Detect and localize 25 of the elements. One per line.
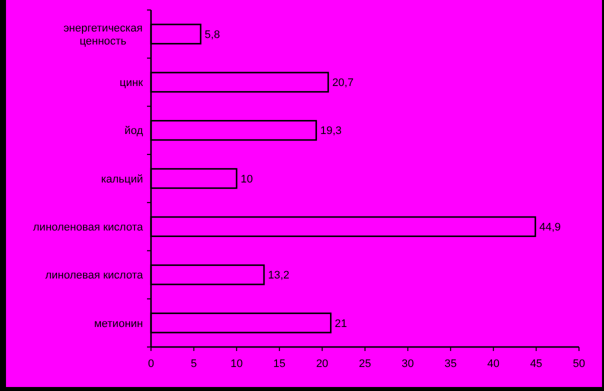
x-tick-label: 20 bbox=[316, 358, 328, 370]
y-tick-label: цинк bbox=[120, 77, 144, 90]
x-tick-label: 30 bbox=[402, 358, 414, 370]
data-label: 10 bbox=[240, 173, 253, 186]
y-tick-label: линолевая кислота bbox=[45, 270, 144, 282]
y-tick-label: йод bbox=[124, 125, 144, 138]
x-tick-label: 25 bbox=[358, 358, 372, 370]
x-tick-label: 40 bbox=[487, 358, 500, 370]
data-label: 21 bbox=[334, 318, 348, 330]
x-tick-label: 35 bbox=[444, 358, 457, 370]
data-label: 19,3 bbox=[320, 125, 342, 138]
y-tick-label: линоленовая кислота bbox=[33, 221, 144, 234]
x-tick-label: 5 bbox=[190, 358, 197, 370]
x-tick-label: 15 bbox=[273, 358, 286, 370]
x-tick-label: 50 bbox=[572, 358, 586, 370]
data-label: 5,8 bbox=[204, 28, 220, 41]
x-tick-label: 45 bbox=[530, 358, 542, 370]
data-label: 44,9 bbox=[539, 221, 561, 234]
x-tick-label: 10 bbox=[230, 358, 243, 370]
data-label: 20,7 bbox=[332, 77, 354, 90]
y-tick-label: кальций bbox=[101, 173, 143, 186]
y-tick-label: энергетическая ценность bbox=[63, 22, 143, 48]
data-label: 13,2 bbox=[268, 270, 290, 282]
y-tick-label: метионин bbox=[94, 318, 143, 330]
x-tick-label: 0 bbox=[148, 358, 154, 370]
